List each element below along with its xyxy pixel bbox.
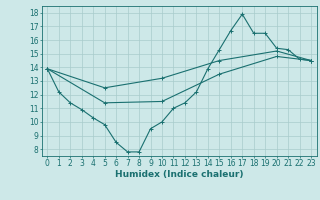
X-axis label: Humidex (Indice chaleur): Humidex (Indice chaleur) [115, 170, 244, 179]
